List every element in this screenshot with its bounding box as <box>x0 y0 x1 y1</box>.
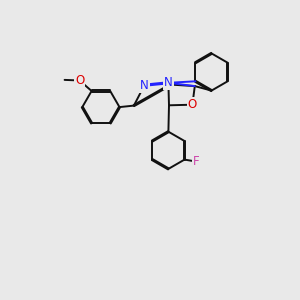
Text: N: N <box>140 79 149 92</box>
Text: O: O <box>75 74 84 87</box>
Text: N: N <box>164 76 173 89</box>
Text: O: O <box>188 98 197 111</box>
Text: F: F <box>193 154 200 168</box>
